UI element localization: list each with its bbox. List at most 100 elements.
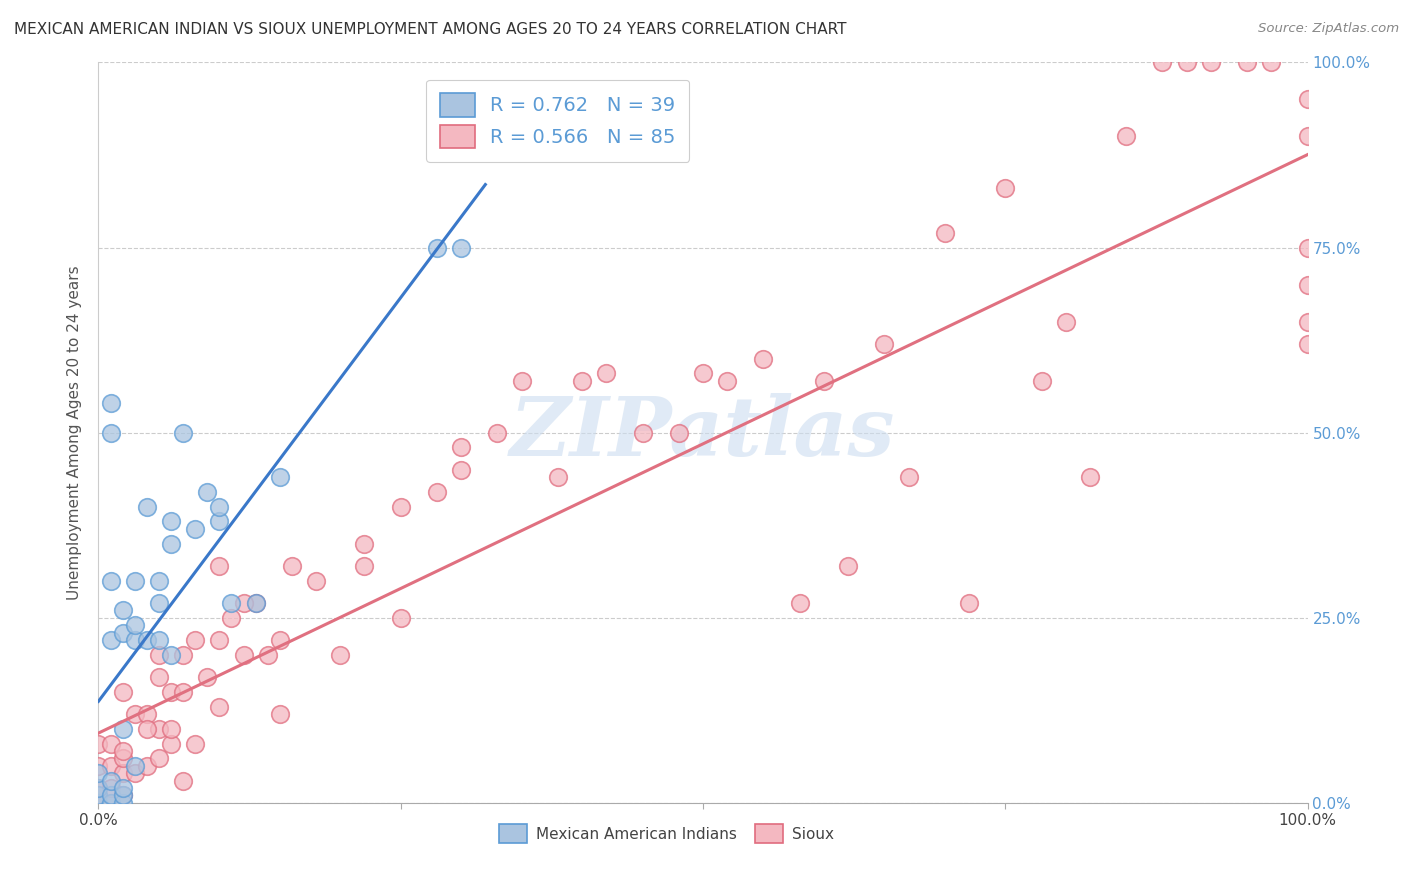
Point: [873, 336, 896, 351]
Point: [897, 470, 920, 484]
Point: [100, 758, 122, 772]
Point: [111, 603, 134, 617]
Point: [1115, 129, 1137, 144]
Point: [232, 648, 254, 662]
Point: [934, 226, 956, 240]
Point: [100, 796, 122, 810]
Point: [1296, 92, 1319, 106]
Point: [160, 737, 183, 751]
Point: [281, 558, 304, 573]
Point: [100, 632, 122, 647]
Point: [221, 596, 243, 610]
Point: [87, 796, 110, 810]
Point: [124, 706, 146, 721]
Point: [1175, 55, 1198, 70]
Point: [111, 780, 134, 795]
Point: [208, 558, 231, 573]
Point: [111, 722, 134, 736]
Text: MEXICAN AMERICAN INDIAN VS SIOUX UNEMPLOYMENT AMONG AGES 20 TO 24 YEARS CORRELAT: MEXICAN AMERICAN INDIAN VS SIOUX UNEMPLO…: [14, 22, 846, 37]
Point: [221, 610, 243, 624]
Point: [87, 789, 110, 803]
Point: [111, 789, 134, 803]
Text: Source: ZipAtlas.com: Source: ZipAtlas.com: [1258, 22, 1399, 36]
Point: [184, 522, 207, 536]
Point: [111, 789, 134, 803]
Point: [135, 632, 157, 647]
Point: [837, 558, 859, 573]
Point: [208, 500, 231, 514]
Point: [510, 374, 533, 388]
Point: [135, 722, 157, 736]
Point: [595, 367, 617, 381]
Point: [87, 758, 110, 772]
Point: [100, 773, 122, 788]
Point: [124, 758, 146, 772]
Point: [1031, 374, 1053, 388]
Point: [305, 574, 328, 588]
Point: [100, 574, 122, 588]
Point: [813, 374, 835, 388]
Point: [87, 737, 110, 751]
Point: [716, 374, 738, 388]
Point: [135, 706, 157, 721]
Point: [547, 470, 569, 484]
Point: [450, 462, 472, 476]
Point: [208, 699, 231, 714]
Point: [87, 780, 110, 795]
Point: [1296, 314, 1319, 328]
Point: [752, 351, 775, 366]
Point: [208, 632, 231, 647]
Point: [450, 441, 472, 455]
Point: [111, 751, 134, 765]
Point: [87, 766, 110, 780]
Legend: Mexican American Indians, Sioux: Mexican American Indians, Sioux: [492, 817, 842, 851]
Point: [486, 425, 509, 440]
Point: [160, 515, 183, 529]
Point: [426, 240, 449, 255]
Point: [148, 722, 170, 736]
Point: [1260, 55, 1282, 70]
Point: [245, 596, 267, 610]
Point: [245, 596, 267, 610]
Point: [111, 796, 134, 810]
Point: [124, 632, 146, 647]
Point: [1296, 277, 1319, 292]
Point: [208, 515, 231, 529]
Point: [100, 396, 122, 410]
Point: [184, 632, 207, 647]
Point: [353, 558, 375, 573]
Point: [148, 670, 170, 684]
Point: [100, 425, 122, 440]
Point: [1296, 336, 1319, 351]
Point: [148, 751, 170, 765]
Point: [571, 374, 593, 388]
Point: [195, 484, 218, 499]
Point: [389, 610, 412, 624]
Point: [692, 367, 714, 381]
Point: [87, 789, 110, 803]
Point: [124, 766, 146, 780]
Point: [160, 536, 183, 550]
Point: [1296, 129, 1319, 144]
Point: [631, 425, 654, 440]
Point: [1296, 240, 1319, 255]
Point: [87, 796, 110, 810]
Point: [124, 618, 146, 632]
Point: [353, 536, 375, 550]
Point: [87, 780, 110, 795]
Point: [100, 780, 122, 795]
Point: [160, 685, 183, 699]
Point: [184, 737, 207, 751]
Point: [100, 737, 122, 751]
Y-axis label: Unemployment Among Ages 20 to 24 years: Unemployment Among Ages 20 to 24 years: [67, 265, 83, 600]
Point: [1152, 55, 1174, 70]
Point: [195, 670, 218, 684]
Point: [1236, 55, 1258, 70]
Point: [111, 766, 134, 780]
Point: [789, 596, 811, 610]
Point: [668, 425, 690, 440]
Point: [1078, 470, 1101, 484]
Point: [100, 796, 122, 810]
Point: [1199, 55, 1222, 70]
Point: [148, 574, 170, 588]
